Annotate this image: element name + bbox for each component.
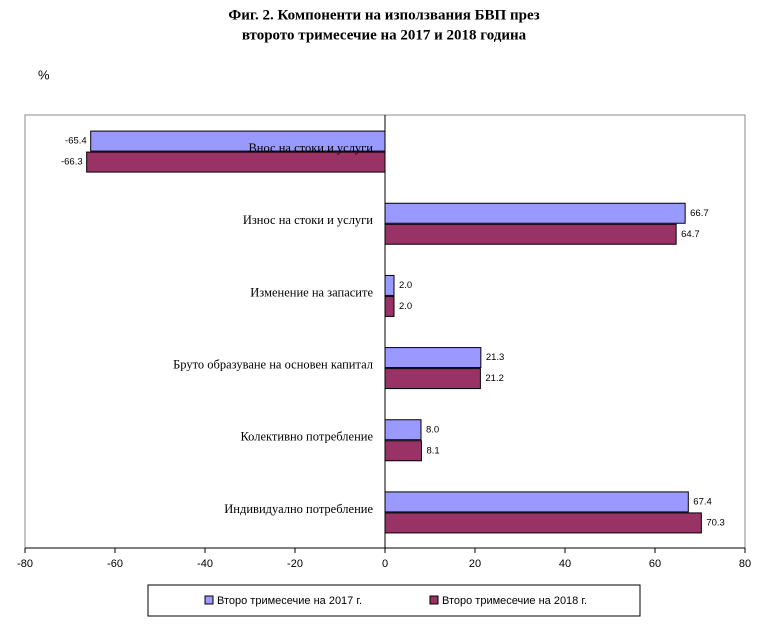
value-label: 2.0 (399, 301, 412, 312)
legend-label: Второ тримесечие на 2018 г. (442, 595, 587, 607)
value-label: 67.4 (693, 496, 712, 507)
x-tick-label: 40 (559, 558, 571, 570)
category-label: Колективно потребление (240, 430, 373, 444)
value-label: 21.2 (485, 373, 504, 384)
bar (384, 295, 395, 317)
value-label: 21.3 (486, 352, 505, 363)
legend-swatch (429, 595, 439, 605)
bar (384, 491, 689, 513)
x-tick-label: 80 (739, 558, 751, 570)
legend-swatch (204, 595, 214, 605)
bar (384, 202, 686, 224)
bar (384, 223, 677, 245)
x-tick-label: -60 (107, 558, 123, 570)
category-label: Изменение на запасите (250, 285, 373, 299)
bar (384, 440, 422, 462)
category-label: Износ на стоки и услуги (243, 213, 373, 227)
value-label: -65.4 (65, 136, 87, 147)
bar (384, 419, 422, 441)
x-tick-label: 60 (649, 558, 661, 570)
value-label: 66.7 (690, 208, 709, 219)
chart-title: Фиг. 2. Компоненти на използвания БВП пр… (228, 7, 539, 23)
value-label: 8.1 (426, 445, 439, 456)
legend (147, 584, 641, 617)
x-tick-label: -20 (287, 558, 303, 570)
chart-title: второто тримесечие на 2017 и 2018 година (242, 27, 527, 43)
value-label: 8.0 (426, 424, 439, 435)
legend-label: Второ тримесечие на 2017 г. (217, 595, 362, 607)
value-label: 64.7 (681, 229, 700, 240)
y-axis-label: % (38, 67, 50, 82)
x-tick-label: 0 (382, 558, 388, 570)
bar (384, 347, 482, 369)
bar (90, 130, 386, 152)
value-label: 70.3 (706, 517, 725, 528)
value-label: 2.0 (399, 280, 412, 291)
category-label: Бруто образуване на основен капитал (173, 357, 373, 371)
category-label: Индивидуално потребление (224, 502, 373, 516)
bar (384, 512, 702, 534)
bar (384, 274, 395, 296)
category-label: Внос на стоки и услуги (248, 141, 373, 155)
x-tick-label: -80 (17, 558, 33, 570)
bar (86, 151, 386, 173)
x-tick-label: -40 (197, 558, 213, 570)
value-label: -66.3 (61, 157, 83, 168)
x-tick-label: 20 (469, 558, 481, 570)
bar (384, 368, 481, 390)
